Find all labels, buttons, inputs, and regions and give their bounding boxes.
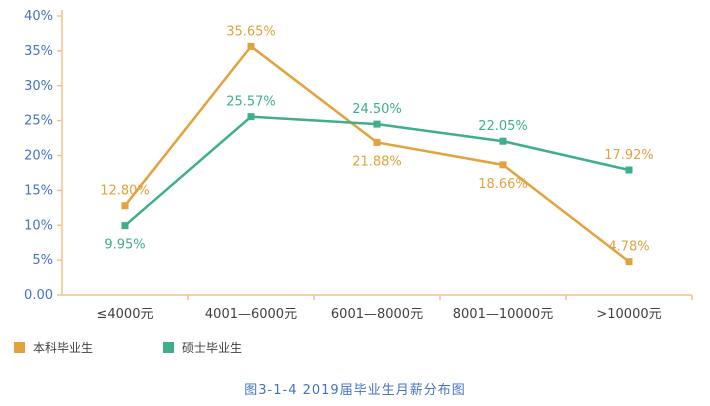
- data-point[interactable]: [373, 138, 381, 146]
- bachelor-series-swatch-icon: [14, 342, 25, 353]
- data-label: 9.95%: [104, 238, 145, 253]
- data-label: 18.66%: [478, 177, 528, 192]
- y-tick-label: 25%: [24, 114, 53, 129]
- y-tick-label: 40%: [24, 9, 53, 24]
- chart-legend: 本科毕业生 硕士毕业生: [14, 339, 710, 356]
- salary-distribution-chart: 0.00 5% 10% 15% 20% 25% 30% 35% 40% ≤4000元 4001—60…: [24, 9, 693, 322]
- data-point[interactable]: [373, 120, 381, 128]
- data-label: 12.80%: [100, 184, 150, 199]
- series-line-1: [124, 115, 630, 227]
- y-tick-label: 0.00: [24, 288, 53, 303]
- legend-label-master: 硕士毕业生: [182, 341, 243, 355]
- y-tick-label: 10%: [24, 218, 53, 233]
- legend-item-master[interactable]: 硕士毕业生: [163, 339, 242, 356]
- master-series-swatch-icon: [163, 342, 175, 353]
- data-label: 17.92%: [604, 148, 654, 163]
- x-category-label: ≤4000元: [97, 307, 154, 322]
- data-point[interactable]: [625, 258, 633, 266]
- data-label: 22.05%: [478, 119, 528, 134]
- data-label: 4.78%: [608, 240, 649, 255]
- data-label: 25.57%: [226, 95, 276, 110]
- y-tick-label: 5%: [32, 253, 53, 268]
- data-label: 21.88%: [352, 154, 402, 169]
- data-point[interactable]: [121, 222, 129, 230]
- data-point[interactable]: [247, 113, 255, 121]
- y-tick-label: 15%: [24, 183, 53, 198]
- chart-caption: 图3-1-4 2019届毕业生月薪分布图: [244, 383, 466, 398]
- data-point[interactable]: [499, 137, 507, 145]
- data-point[interactable]: [625, 166, 633, 174]
- data-label: 35.65%: [226, 24, 276, 39]
- legend-item-bachelor[interactable]: 本科毕业生: [14, 339, 93, 356]
- legend-label-bachelor: 本科毕业生: [33, 341, 94, 355]
- data-point[interactable]: [499, 161, 507, 169]
- data-label: 24.50%: [352, 102, 402, 117]
- chart-canvas: 0.00 5% 10% 15% 20% 25% 30% 35% 40% ≤4000元 4001—60…: [24, 9, 693, 322]
- x-category-label: 4001—6000元: [205, 307, 297, 322]
- data-point[interactable]: [247, 42, 255, 50]
- y-tick-label: 30%: [24, 79, 53, 94]
- x-category-label: 6001—8000元: [331, 307, 423, 322]
- x-category-label: >10000元: [596, 307, 661, 322]
- y-tick-label: 20%: [24, 149, 53, 164]
- x-category-label: 8001—10000元: [453, 307, 553, 322]
- data-point[interactable]: [121, 202, 129, 210]
- y-tick-label: 35%: [24, 44, 53, 59]
